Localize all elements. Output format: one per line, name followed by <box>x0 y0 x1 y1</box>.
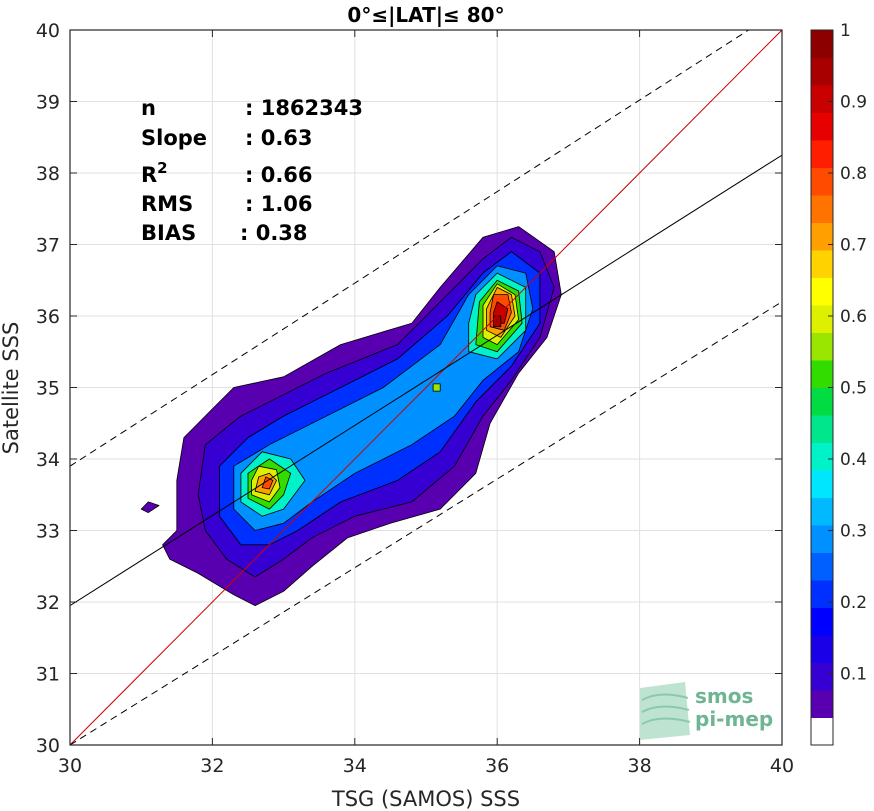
colorbar-tick-label: 0.2 <box>840 593 867 613</box>
y-tick-label: 33 <box>36 521 60 543</box>
colorbar-segment <box>811 387 833 416</box>
colorbar-segment <box>811 525 833 553</box>
colorbar-segment <box>811 607 833 636</box>
contour-level-0.8 <box>261 476 274 490</box>
contour-level-0.55 <box>432 383 441 392</box>
logo-wave-icon-stripe <box>641 693 691 725</box>
colorbar-segment <box>811 690 833 718</box>
y-tick-label: 32 <box>36 592 60 614</box>
x-tick-label: 38 <box>628 755 652 777</box>
stat-value: : 1862343 <box>245 96 363 120</box>
chart-title: 0°≤|LAT|≤ 80° <box>347 3 504 27</box>
colorbar-tick-label: 0.9 <box>840 93 867 113</box>
y-tick-label: 30 <box>36 735 60 757</box>
colorbar-segment <box>811 717 833 746</box>
reference-lines <box>70 30 782 745</box>
colorbar-tick-label: 0.8 <box>840 164 867 184</box>
colorbar-tick-label: 0.5 <box>840 379 867 399</box>
stat-label: R2 <box>141 159 168 187</box>
stat-label: RMS <box>141 192 193 216</box>
lower-bound-line <box>70 301 782 745</box>
colorbar-segment <box>811 442 833 471</box>
y-tick-label: 34 <box>36 449 60 471</box>
stat-value: : 0.66 <box>245 163 313 187</box>
contour-level-0.95 <box>493 315 502 328</box>
stat-value: : 1.06 <box>245 192 313 216</box>
stats-box: n : 1862343 Slope : 0.63 R2 : 0.66 RMS : 1.06 BI… <box>141 96 363 245</box>
stat-label: BIAS <box>141 221 196 245</box>
smos-pi-mep-logo: smos pi-mep <box>640 682 773 740</box>
colorbar-segment <box>811 580 833 608</box>
colorbar-segment <box>811 195 833 223</box>
colorbar-segment <box>811 140 833 168</box>
y-axis-ticks: 30 31 32 33 34 35 36 37 38 39 40 <box>36 20 782 757</box>
colorbar-tick-label: 0.4 <box>840 450 867 470</box>
y-tick-label: 38 <box>36 163 60 185</box>
colorbar-segment <box>811 552 833 581</box>
colorbar-segment <box>811 222 833 251</box>
x-axis-ticks: 30 32 34 36 38 40 <box>58 30 794 777</box>
y-tick-label: 39 <box>36 92 60 114</box>
stat-value: : 0.63 <box>245 126 313 150</box>
x-tick-label: 30 <box>58 755 82 777</box>
colorbar-segment <box>811 662 833 691</box>
one-to-one-line <box>70 30 782 745</box>
colorbar-tick-label: 0.7 <box>840 236 867 256</box>
colorbar-segment <box>811 277 833 306</box>
colorbar: 0.1 0.2 0.3 0.4 0.5 0.6 0.7 0.8 0.9 1 <box>810 21 867 746</box>
colorbar-segment <box>811 30 833 58</box>
stat-label: Slope <box>141 126 207 150</box>
y-tick-label: 35 <box>36 378 60 400</box>
colorbar-segment <box>811 415 833 443</box>
colorbar-segment <box>811 360 833 388</box>
colorbar-segment <box>811 635 833 663</box>
y-tick-label: 36 <box>36 306 60 328</box>
logo-line2: pi-mep <box>695 707 773 731</box>
logo-line1: smos <box>695 684 753 708</box>
colorbar-segment <box>811 332 833 361</box>
colorbar-segment <box>811 85 833 113</box>
logo-wave-icon <box>640 682 690 740</box>
colorbar-tick-label: 0.3 <box>840 522 867 542</box>
colorbar-tick-label: 0.6 <box>840 307 867 327</box>
colorbar-segment <box>811 497 833 526</box>
colorbar-tick-label: 1 <box>840 21 851 41</box>
contour-level-0.05 <box>140 501 160 513</box>
stat-value: : 0.38 <box>240 221 308 245</box>
x-tick-label: 40 <box>770 755 794 777</box>
x-tick-label: 34 <box>343 755 367 777</box>
y-tick-label: 37 <box>36 235 60 257</box>
colorbar-segment <box>811 470 833 498</box>
upper-bound-line <box>70 30 750 467</box>
density-contours <box>140 226 562 606</box>
x-tick-label: 32 <box>200 755 224 777</box>
stat-label: n <box>141 96 156 120</box>
x-tick-label: 36 <box>485 755 509 777</box>
gridlines <box>70 30 782 745</box>
regression-line <box>70 154 782 606</box>
y-tick-label: 31 <box>36 664 60 686</box>
colorbar-segment <box>811 305 833 333</box>
colorbar-segment <box>811 112 833 141</box>
colorbar-tick-label: 0.1 <box>840 665 867 685</box>
x-axis-label: TSG (SAMOS) SSS <box>331 787 520 811</box>
colorbar-segment <box>811 57 833 86</box>
y-axis-label: Satellite SSS <box>0 322 23 455</box>
y-tick-label: 40 <box>36 20 60 42</box>
colorbar-segment <box>811 167 833 196</box>
colorbar-segment <box>811 250 833 278</box>
